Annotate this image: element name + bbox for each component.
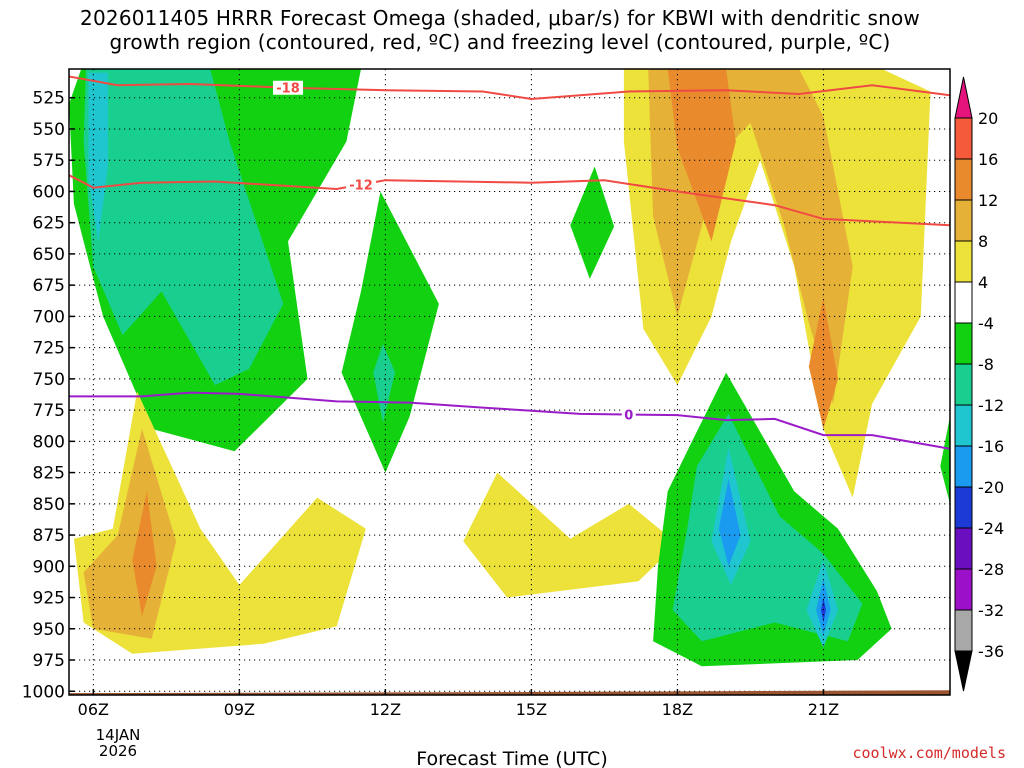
colorbar-label-12: 12 bbox=[978, 191, 998, 210]
zero-freezing-line-label: 0 bbox=[624, 408, 633, 423]
omega-shaded-regions bbox=[69, 69, 950, 667]
colorbar-label--24: -24 bbox=[978, 519, 1004, 538]
y-tick-label-900: 900 bbox=[33, 557, 65, 577]
colorbar-segment-8 bbox=[954, 199, 973, 242]
x-tick-label-18Z: 18Z bbox=[662, 700, 693, 719]
dotted-grid bbox=[69, 69, 950, 695]
y-tick-label-950: 950 bbox=[33, 620, 65, 640]
y-tick-label-625: 625 bbox=[33, 214, 65, 234]
y-tick-label-975: 975 bbox=[33, 651, 65, 671]
y-tick-label-875: 875 bbox=[33, 526, 65, 546]
y-tick-label-525: 525 bbox=[33, 89, 65, 109]
colorbar-label--4: -4 bbox=[978, 314, 994, 333]
date-label-year: 2026 bbox=[99, 742, 137, 760]
minus-18-dgz-line-label-bg bbox=[273, 80, 304, 95]
terrain-surface bbox=[69, 690, 950, 695]
colorbar-segment--36 bbox=[954, 609, 973, 652]
colorbar-segment-16 bbox=[954, 117, 973, 160]
omega-region-sfc-sinking-orange-left bbox=[83, 428, 177, 639]
colorbar-segment--16 bbox=[954, 404, 973, 447]
colorbar-segment--4 bbox=[954, 281, 973, 324]
chart-title-line-2: growth region (contoured, red, ºC) and f… bbox=[109, 30, 891, 54]
omega-region-afternoon-low-rising-blue bbox=[718, 478, 741, 567]
isotherm-contours: -18 -12 0 bbox=[69, 75, 950, 450]
colorbar-segment--20 bbox=[954, 445, 973, 488]
colorbar-segment--28 bbox=[954, 527, 973, 570]
colorbar-over-triangle bbox=[954, 76, 973, 119]
y-tick-label-600: 600 bbox=[33, 182, 65, 202]
colorbar-segment-12 bbox=[954, 158, 973, 201]
colorbar-label--32: -32 bbox=[978, 601, 1004, 620]
colorbar-label-8: 8 bbox=[978, 232, 988, 251]
omega-region-late-deep-orange bbox=[808, 297, 838, 429]
credit-text: coolwx.com/models bbox=[852, 744, 1006, 762]
y-tick-label-550: 550 bbox=[33, 120, 65, 140]
y-tick-label-725: 725 bbox=[33, 339, 65, 359]
chart-title-line-1: 2026011405 HRRR Forecast Omega (shaded, … bbox=[80, 6, 920, 30]
chart-title: 2026011405 HRRR Forecast Omega (shaded, … bbox=[0, 6, 1000, 54]
y-tick-label-1000: 1000 bbox=[22, 682, 65, 702]
y-tick-label-825: 825 bbox=[33, 464, 65, 484]
colorbar-segment-4 bbox=[954, 240, 973, 283]
colorbar-label--16: -16 bbox=[978, 437, 1004, 456]
colorbar-label--20: -20 bbox=[978, 478, 1004, 497]
omega-region-small-rising-green bbox=[570, 166, 615, 279]
axes: 525 550 575 600 625 650 675 700 725 750 775 800 825 8… bbox=[22, 68, 951, 719]
minus-18-dgz-line-label: -18 bbox=[276, 82, 300, 97]
colorbar-segment--24 bbox=[954, 486, 973, 529]
y-tick-label-700: 700 bbox=[33, 307, 65, 327]
zero-freezing-line-label-bg bbox=[621, 407, 636, 422]
x-tick-label-09Z: 09Z bbox=[224, 700, 255, 719]
x-tick-label-12Z: 12Z bbox=[370, 700, 401, 719]
omega-region-morning-rising-teal bbox=[83, 69, 284, 386]
y-tick-label-650: 650 bbox=[33, 245, 65, 265]
omega-region-edge-rising-green bbox=[940, 416, 950, 504]
omega-region-sfc-sinking-deep-orange-left bbox=[132, 491, 157, 617]
omega-region-midday-rising-teal bbox=[373, 343, 396, 423]
colorbar-under-triangle bbox=[954, 650, 973, 692]
colorbar-label--8: -8 bbox=[978, 355, 994, 374]
omega-region-midday-rising-green bbox=[341, 191, 439, 473]
colorbar-label-4: 4 bbox=[978, 273, 988, 292]
colorbar-label-16: 16 bbox=[978, 150, 998, 169]
x-tick-label-06Z: 06Z bbox=[78, 700, 109, 719]
colorbar-segment--12 bbox=[954, 363, 973, 406]
colorbar-label-20: 20 bbox=[978, 109, 998, 128]
terrain-fill bbox=[69, 690, 950, 695]
minus-12-dgz-line bbox=[69, 174, 950, 227]
y-tick-label-925: 925 bbox=[33, 589, 65, 609]
y-tick-label-800: 800 bbox=[33, 432, 65, 452]
colorbar-segment--32 bbox=[954, 568, 973, 611]
colorbar-segment--8 bbox=[954, 322, 973, 365]
x-tick-label-15Z: 15Z bbox=[516, 700, 547, 719]
minus-12-dgz-line-label-bg bbox=[346, 177, 377, 192]
colorbar-label--36: -36 bbox=[978, 642, 1004, 661]
omega-region-sfc-sinking-yellow-mid bbox=[463, 472, 678, 598]
plot-frame bbox=[68, 68, 951, 696]
minus-18-dgz-line bbox=[69, 75, 950, 101]
zero-freezing-line bbox=[69, 391, 950, 450]
minus-12-dgz-line-label: -12 bbox=[349, 179, 373, 194]
y-tick-label-575: 575 bbox=[33, 151, 65, 171]
colorbar-label--28: -28 bbox=[978, 560, 1004, 579]
y-tick-label-775: 775 bbox=[33, 401, 65, 421]
y-tick-label-675: 675 bbox=[33, 276, 65, 296]
omega-region-afternoon-low-rising-teal bbox=[672, 413, 863, 642]
x-axis-label: Forecast Time (UTC) bbox=[416, 748, 607, 768]
y-tick-label-750: 750 bbox=[33, 370, 65, 390]
date-label-day: 14JAN bbox=[96, 726, 141, 744]
colorbar-label--12: -12 bbox=[978, 396, 1004, 415]
x-tick-label-21Z: 21Z bbox=[808, 700, 839, 719]
omega-colorbar: -36 -32 -28 -24 -20 -16 -12 -8 -4 4 8 12 16 20 bbox=[954, 76, 1004, 692]
y-tick-label-850: 850 bbox=[33, 495, 65, 515]
